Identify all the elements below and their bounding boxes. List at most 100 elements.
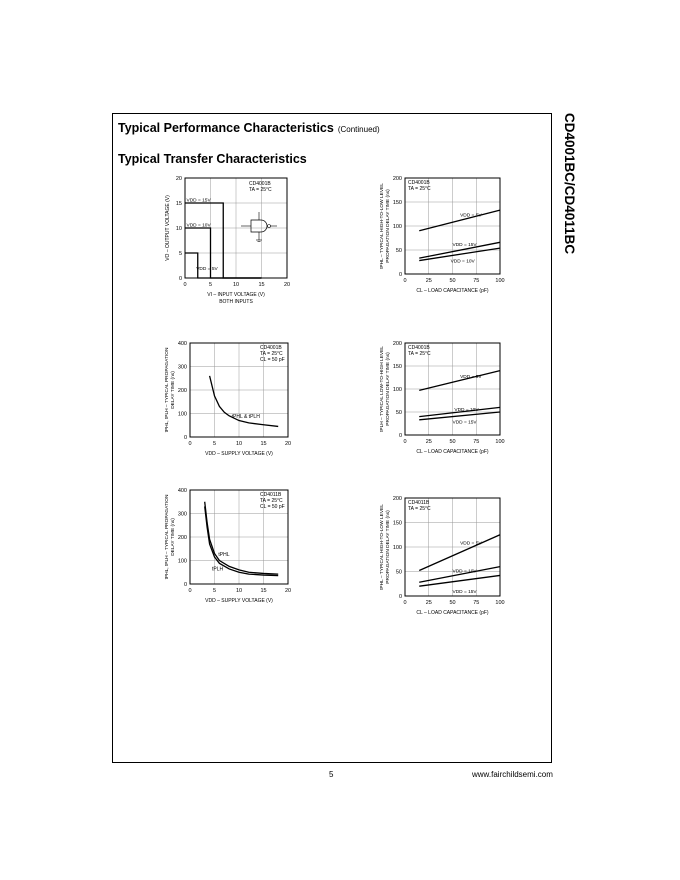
y-tick-label: 150 [393,200,402,206]
plot-frame [404,177,501,275]
legend-device: CD4001B [249,181,271,187]
y-axis-label: VO – OUTPUT VOLTAGE (V) [165,195,171,261]
series-label: VDD = 15V [187,198,212,204]
y-tick-label: 50 [396,410,402,416]
side-title-text: CD4001BC/CD4011BC [562,113,577,255]
chart-cd4001-load-2: 0 25 50 75 100 0 50 100 150 200 CL – LOAD CAPACITA… [379,341,505,455]
y-tick-label: 150 [393,521,402,527]
chart-transfer: 0 5 10 15 20 0 5 10 15 20 VI – INPUT VOLTAGE (V)BO… [165,176,290,305]
y-tick-label: 100 [393,224,402,230]
y-tick-label: 200 [178,535,187,541]
series-line [419,209,501,232]
series-label: VDD = 15V [453,420,478,426]
series-label: VDD = 5V [460,212,482,218]
plot-frame [189,489,289,585]
x-tick-label: 100 [495,600,504,606]
plot-frame [189,342,289,438]
gate-bubble [267,224,271,228]
curve-label: tPHL & tPLH [232,414,261,420]
section-title: Typical Transfer Characteristics [118,152,307,166]
y-tick-label: 100 [178,412,187,418]
series-line [419,406,501,418]
series-line [204,506,279,577]
legend-condition: TA = 25°C [408,186,431,192]
x-tick-label: 15 [260,588,266,594]
x-tick-label: 50 [449,278,455,284]
series-line [208,375,279,428]
chart-cd4001-load: 0 25 50 75 100 0 50 100 150 200 CL – LOAD CAPACITA… [379,176,505,294]
x-tick-label: 25 [426,439,432,445]
x-tick-label: 0 [183,282,186,288]
y-tick-label: 0 [399,433,402,439]
legend-condition-2: CL = 50 pF [260,357,285,363]
y-axis-label: tPHL, tPLH – TYPICAL PROPAGATION [164,347,170,432]
x-tick-label: 75 [473,439,479,445]
y-axis-label: tPHL, tPLH – TYPICAL PROPAGATION [164,494,170,579]
y-axis-label-2: DELAY TIME (ns) [170,518,176,556]
series-label: tPLH [212,566,224,572]
x-tick-label: 25 [426,600,432,606]
y-tick-label: 5 [179,251,182,257]
x-tick-label: 50 [449,439,455,445]
x-axis-label: VDD – SUPPLY VOLTAGE (V) [205,451,273,457]
gate-symbol [250,219,268,233]
x-tick-label: 25 [426,278,432,284]
legend-condition: TA = 25°C [260,351,283,357]
side-title: CD4001BC/CD4011BC [557,113,579,413]
legend-device: CD4001B [408,180,430,186]
legend-device: CD4001B [408,345,430,351]
x-tick-label: 0 [403,278,406,284]
series-label: VDD = 15V [453,242,478,248]
y-tick-label: 200 [393,341,402,347]
series-line [419,241,501,259]
legend-device: CD4011B [260,492,282,498]
series-label: VDD = 10V [187,223,212,229]
y-tick-label: 0 [184,582,187,588]
legend-condition: TA = 25°C [408,351,431,357]
y-tick-label: 20 [176,176,182,182]
series-line [419,411,501,421]
x-tick-label: 5 [213,441,216,447]
series-line [419,247,501,262]
y-axis-label: tPHL – TYPICAL HIGH-TO-LOW LEVEL [379,504,385,590]
page-frame [112,113,552,763]
y-tick-label: 200 [393,176,402,182]
page-title: Typical Performance Characteristics (Cont… [118,121,380,135]
y-axis-label: tPLH – TYPICAL LOW-TO-HIGH LEVEL [379,346,385,432]
x-tick-label: 75 [473,278,479,284]
y-tick-label: 10 [176,226,182,232]
y-tick-label: 100 [393,545,402,551]
x-tick-label: 5 [213,588,216,594]
series-label: VDD = 5V [460,374,482,380]
x-tick-label: 5 [209,282,212,288]
series-line [204,501,279,575]
x-tick-label: 0 [188,588,191,594]
x-axis-label: CL – LOAD CAPACITANCE (pF) [416,449,488,455]
plot-frame [404,342,501,436]
x-tick-label: 20 [284,282,290,288]
x-tick-label: 20 [285,588,291,594]
y-axis-label-2: PROPAGATION DELAY TIME (ns) [385,352,391,426]
series-line [419,574,501,587]
y-tick-label: 400 [178,488,187,494]
y-tick-label: 100 [393,387,402,393]
y-tick-label: 300 [178,512,187,518]
y-tick-label: 0 [399,594,402,600]
y-tick-label: 50 [396,570,402,576]
chart-cd4011-load: 0 25 50 75 100 0 50 100 150 200 CL – LOAD CAPACITA… [379,496,505,616]
footer-url: www.fairchildsemi.com [472,770,553,779]
continued-label: (Continued) [337,125,380,134]
x-tick-label: 100 [495,439,504,445]
y-tick-label: 200 [393,496,402,502]
x-tick-label: 15 [260,441,266,447]
series-label: tPHL [218,552,229,558]
series-label: VDD = 15V [453,589,478,595]
legend-condition: TA = 25°C [408,506,431,512]
legend-condition-2: CL = 50 pF [260,504,285,510]
series-line [418,534,501,572]
x-axis-label: VDD – SUPPLY VOLTAGE (V) [205,598,273,604]
page-number: 5 [329,770,334,779]
y-tick-label: 0 [184,435,187,441]
legend-device: CD4001B [260,345,282,351]
